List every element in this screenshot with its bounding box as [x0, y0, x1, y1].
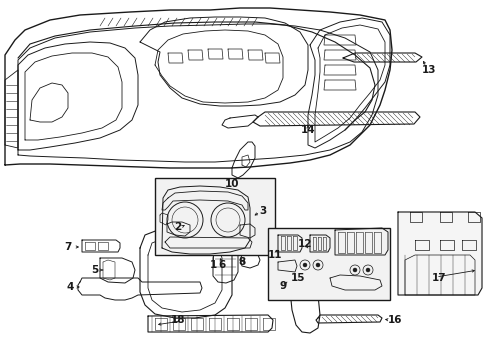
Circle shape [365, 268, 369, 272]
Text: 3: 3 [259, 206, 266, 216]
Text: 15: 15 [290, 273, 305, 283]
Text: 10: 10 [224, 179, 239, 189]
Text: 12: 12 [297, 239, 312, 249]
Circle shape [315, 263, 319, 267]
Text: 1: 1 [209, 260, 216, 270]
Circle shape [352, 268, 356, 272]
Text: 16: 16 [387, 315, 402, 325]
Bar [267, 228, 389, 300]
Text: 7: 7 [64, 242, 72, 252]
Polygon shape [397, 212, 481, 295]
Text: 4: 4 [66, 282, 74, 292]
Text: 18: 18 [170, 315, 185, 325]
Text: 6: 6 [218, 260, 225, 270]
Text: 13: 13 [421, 65, 436, 75]
Text: 5: 5 [91, 265, 99, 275]
Text: 14: 14 [300, 125, 315, 135]
Text: 2: 2 [174, 222, 181, 232]
Text: 11: 11 [267, 250, 282, 260]
Text: 8: 8 [238, 257, 245, 267]
Text: 17: 17 [431, 273, 446, 283]
Text: 9: 9 [279, 281, 286, 291]
Bar [155, 178, 274, 255]
Circle shape [303, 263, 306, 267]
